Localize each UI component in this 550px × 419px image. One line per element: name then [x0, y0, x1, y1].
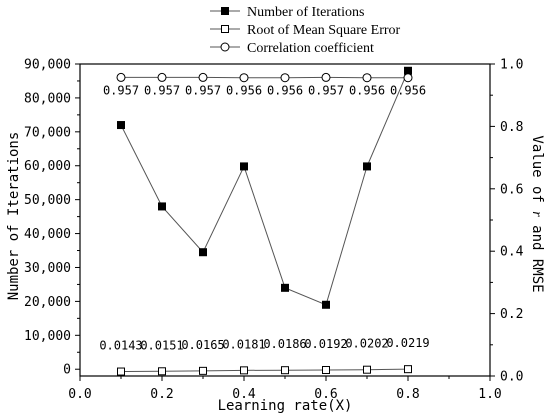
series-2-data-label: 0.0143: [99, 339, 142, 353]
y-left-tick-label: 90,000: [24, 58, 71, 73]
series-3-data-label: 0.957: [308, 83, 344, 97]
x-axis-title: Learning rate(X): [218, 398, 353, 414]
y-left-tick-label: 10,000: [24, 329, 71, 344]
series-3-data-label: 0.957: [144, 83, 180, 97]
legend-label: Root of Mean Square Error: [247, 23, 401, 38]
y-right-axis-title: Value of r and RMSE: [529, 135, 545, 292]
series-2-point: [404, 365, 412, 374]
series-3-point: [362, 73, 372, 83]
y-right-axis-title-part: r: [529, 211, 544, 217]
series-line-2: [120, 368, 409, 373]
x-tick-label: 1.0: [478, 387, 501, 402]
y-right-tick-label: 0.4: [500, 245, 524, 260]
legend-label: Number of Iterations: [247, 5, 364, 20]
y-left-tick-label: 60,000: [24, 159, 71, 174]
series-1-point: [199, 248, 207, 257]
series-1-point: [281, 283, 289, 292]
series-2-data-label: 0.0219: [386, 336, 429, 350]
series-2-point: [240, 366, 248, 375]
y-left-tick-label: 0: [63, 363, 71, 378]
series-3-data-label: 0.956: [349, 84, 385, 98]
y-left-tick-label: 50,000: [24, 193, 71, 208]
x-tick-label: 0.8: [396, 387, 419, 402]
series-2-point: [117, 367, 125, 376]
series-2-point: [281, 366, 289, 375]
series-3-point: [403, 73, 413, 83]
x-tick-label: 0.0: [68, 387, 91, 402]
series-1-point: [363, 162, 371, 171]
legend-marker: [220, 42, 230, 52]
y-left-tick-label: 80,000: [24, 91, 71, 106]
legend-marker: [221, 7, 229, 15]
series-3-data-label: 0.956: [267, 84, 303, 98]
series-3-point: [280, 73, 290, 83]
y-right-axis-title-part: and RMSE: [529, 217, 545, 293]
y-left-tick-label: 20,000: [24, 295, 71, 310]
x-tick-label: 0.4: [232, 387, 256, 402]
y-right-tick-label: 0.6: [500, 182, 523, 197]
y-left-axis-title: Number of Iterations: [6, 132, 22, 301]
series-2-data-label: 0.0192: [304, 337, 347, 351]
series-2-point: [199, 366, 207, 375]
series-3-data-label: 0.957: [185, 83, 221, 97]
series-3-point: [321, 72, 331, 82]
y-right-tick-label: 0.2: [500, 307, 523, 322]
series-1-point: [117, 121, 125, 130]
y-right-tick-label: 1.0: [500, 58, 523, 73]
x-tick-label: 0.2: [150, 387, 173, 402]
series-2-point: [322, 366, 330, 375]
series-2-data-label: 0.0165: [181, 338, 224, 352]
y-left-tick-label: 70,000: [24, 125, 71, 140]
series-line-1: [120, 70, 409, 306]
series-2-data-label: 0.0181: [222, 337, 265, 351]
y-left-tick-label: 30,000: [24, 261, 71, 276]
series-2-data-label: 0.0202: [345, 337, 388, 351]
series-3-point: [116, 72, 126, 82]
series-1-point: [322, 300, 330, 309]
series-2-point: [363, 365, 371, 374]
series-3-data-label: 0.957: [103, 83, 139, 97]
series-3-point: [198, 72, 208, 82]
plot-frame: [79, 63, 491, 377]
legend-label: Correlation coefficient: [247, 41, 374, 56]
y-left-tick-label: 40,000: [24, 227, 71, 242]
series-3-point: [239, 73, 249, 83]
series-3-point: [157, 72, 167, 82]
series-2-data-label: 0.0186: [263, 337, 306, 351]
series-2-data-label: 0.0151: [140, 338, 183, 352]
x-tick-label: 0.6: [314, 387, 337, 402]
y-right-axis-title-part: Value of: [529, 135, 545, 211]
legend-marker: [221, 25, 229, 33]
y-right-tick-label: 0.8: [500, 120, 523, 135]
series-3-data-label: 0.956: [390, 84, 426, 98]
y-right-tick-label: 0.0: [500, 370, 523, 385]
series-1-point: [158, 202, 166, 211]
series-3-data-label: 0.956: [226, 84, 262, 98]
series-1-point: [240, 162, 248, 171]
series-2-point: [158, 367, 166, 376]
